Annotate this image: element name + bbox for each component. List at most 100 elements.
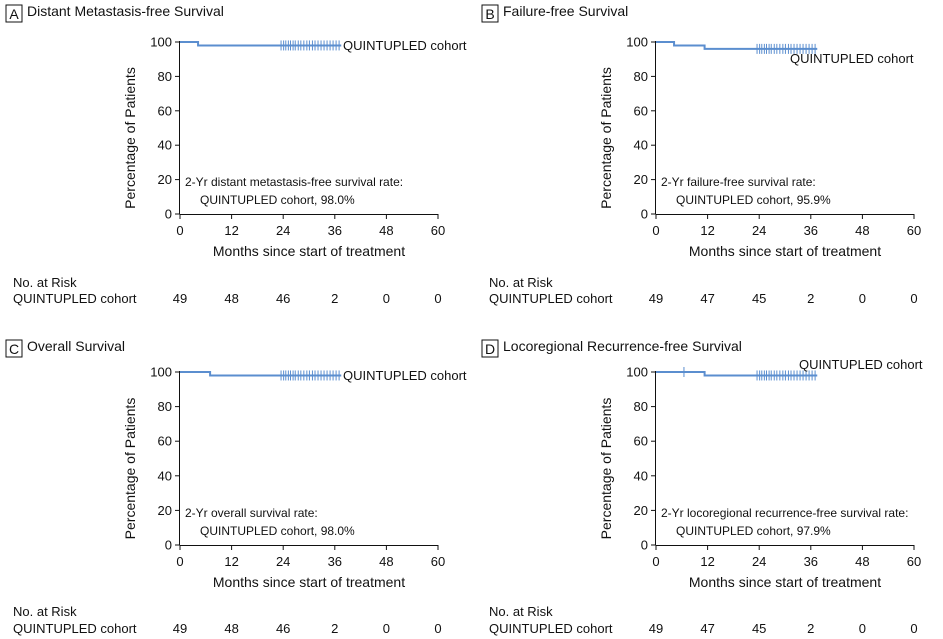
- panel-a-x-tick-label: 12: [224, 223, 238, 238]
- panel-a-x-axis-label: Months since start of treatment: [213, 243, 405, 259]
- panel-c-risk-value: 2: [331, 621, 338, 636]
- panel-d-y-tick-label: 60: [634, 434, 648, 449]
- panel-b-risk-value: 0: [910, 291, 917, 306]
- panel-c-x-tick-label: 0: [176, 554, 183, 569]
- panel-a: A Distant Metastasis-free Survival0204060…: [5, 3, 467, 306]
- panel-c-x-tick-label: 24: [276, 554, 290, 569]
- panel-d-y-tick-label: 0: [641, 538, 648, 553]
- panel-a-risk-row-label: QUINTUPLED cohort: [13, 291, 137, 306]
- panel-a-annotation-line-2: QUINTUPLED cohort, 98.0%: [200, 193, 355, 207]
- panel-b-y-tick-label: 40: [634, 138, 648, 153]
- panel-b-risk-row-label: QUINTUPLED cohort: [489, 291, 613, 306]
- panel-d-x-tick-label: 12: [700, 554, 714, 569]
- panel-b-annotation-line-1: 2-Yr failure-free survival rate:: [661, 175, 816, 189]
- panel-a-risk-value: 2: [331, 291, 338, 306]
- panel-b-survival-curve: [656, 41, 818, 50]
- panel-b-x-tick-label: 48: [855, 223, 869, 238]
- panel-c-y-tick-label: 60: [158, 434, 172, 449]
- panel-d-risk-row-label: QUINTUPLED cohort: [489, 621, 613, 636]
- panel-b-risk-header: No. at Risk: [489, 275, 553, 290]
- panel-a-y-tick-label: 80: [158, 69, 172, 84]
- panel-c-risk-value: 46: [276, 621, 290, 636]
- panel-d-risk-value: 0: [859, 621, 866, 636]
- panel-d-y-tick-label: 100: [626, 365, 648, 380]
- panel-d-risk-value: 0: [910, 621, 917, 636]
- panel-d-y-tick-label: 20: [634, 503, 648, 518]
- panel-a-y-tick-label: 0: [165, 207, 172, 222]
- panel-b-risk-value: 0: [859, 291, 866, 306]
- panel-a-annotation-line-1: 2-Yr distant metastasis-free survival ra…: [185, 175, 403, 189]
- panel-b-x-tick-label: 24: [752, 223, 766, 238]
- panel-c-x-tick-label: 36: [328, 554, 342, 569]
- panel-b-risk-value: 49: [649, 291, 663, 306]
- panel-d-y-tick-label: 80: [634, 399, 648, 414]
- panel-a-risk-value: 0: [383, 291, 390, 306]
- panel-c-annotation-line-1: 2-Yr overall survival rate:: [185, 506, 318, 520]
- panel-a-x-tick-label: 36: [328, 223, 342, 238]
- panel-c-risk-value: 0: [434, 621, 441, 636]
- panel-c-series-label: QUINTUPLED cohort: [343, 368, 467, 383]
- panel-b-x-tick-label: 0: [652, 223, 659, 238]
- panel-a-x-tick-label: 0: [176, 223, 183, 238]
- panel-d-risk-value: 47: [700, 621, 714, 636]
- panel-c-y-axis-label: Percentage of Patients: [122, 398, 138, 540]
- panel-c-x-tick-label: 12: [224, 554, 238, 569]
- panel-a-risk-value: 0: [434, 291, 441, 306]
- panel-b-risk-value: 47: [700, 291, 714, 306]
- panel-d-series-label: QUINTUPLED cohort: [799, 357, 923, 372]
- panel-b-y-tick-label: 0: [641, 207, 648, 222]
- panel-c-y-tick-label: 20: [158, 503, 172, 518]
- panel-a-y-tick-label: 60: [158, 103, 172, 118]
- panel-d-letter: D: [485, 341, 495, 357]
- panel-b-x-tick-label: 36: [804, 223, 818, 238]
- panel-d-risk-value: 49: [649, 621, 663, 636]
- panel-c-x-tick-label: 60: [431, 554, 445, 569]
- panel-b-risk-value: 45: [752, 291, 766, 306]
- panel-a-x-tick-label: 60: [431, 223, 445, 238]
- panel-c-y-tick-label: 40: [158, 468, 172, 483]
- panel-b-y-tick-label: 60: [634, 103, 648, 118]
- panel-c-x-axis-label: Months since start of treatment: [213, 574, 405, 590]
- panel-c-risk-value: 0: [383, 621, 390, 636]
- panel-d-title: Locoregional Recurrence-free Survival: [503, 338, 742, 354]
- panel-b-y-tick-label: 20: [634, 172, 648, 187]
- panel-d-y-axis-label: Percentage of Patients: [598, 398, 614, 540]
- panel-b-letter: B: [485, 6, 494, 22]
- panel-b-letter-box: [481, 4, 499, 23]
- panel-c-title: Overall Survival: [27, 338, 125, 354]
- panel-c-risk-value: 49: [173, 621, 187, 636]
- panel-b-y-tick-label: 100: [626, 35, 648, 50]
- panel-b-risk-value: 2: [807, 291, 814, 306]
- panel-c-letter: C: [9, 341, 19, 357]
- panel-c-y-tick-label: 0: [165, 538, 172, 553]
- panel-a-risk-value: 46: [276, 291, 290, 306]
- panel-d-annotation-line-2: QUINTUPLED cohort, 97.9%: [676, 524, 831, 538]
- panel-c-survival-curve: [180, 371, 342, 377]
- panel-b-x-axis-label: Months since start of treatment: [689, 243, 881, 259]
- panel-a-risk-value: 48: [224, 291, 238, 306]
- panel-a-letter: A: [9, 6, 19, 22]
- panel-c-letter-box: [5, 339, 23, 358]
- panel-d-x-axis-label: Months since start of treatment: [689, 574, 881, 590]
- panel-b-series-label: QUINTUPLED cohort: [790, 51, 914, 66]
- panel-d-x-tick-label: 36: [804, 554, 818, 569]
- panel-a-survival-curve: [180, 41, 342, 47]
- panel-b-annotation-line-2: QUINTUPLED cohort, 95.9%: [676, 193, 831, 207]
- panel-c-risk-value: 48: [224, 621, 238, 636]
- panel-d-x-tick-label: 0: [652, 554, 659, 569]
- panel-d-risk-header: No. at Risk: [489, 604, 553, 619]
- panel-a-x-tick-label: 48: [379, 223, 393, 238]
- panel-d-risk-value: 2: [807, 621, 814, 636]
- panel-d-x-tick-label: 60: [907, 554, 921, 569]
- panel-a-title: Distant Metastasis-free Survival: [27, 3, 224, 19]
- panel-a-y-tick-label: 100: [150, 35, 172, 50]
- panel-c-y-tick-label: 100: [150, 365, 172, 380]
- panel-d: D Locoregional Recurrence-free Survival 0 2…: [481, 338, 923, 636]
- panel-c-x-tick-label: 48: [379, 554, 393, 569]
- panel-b-y-axis-label: Percentage of Patients: [598, 67, 614, 209]
- panel-a-x-tick-label: 24: [276, 223, 290, 238]
- panel-a-y-tick-label: 20: [158, 172, 172, 187]
